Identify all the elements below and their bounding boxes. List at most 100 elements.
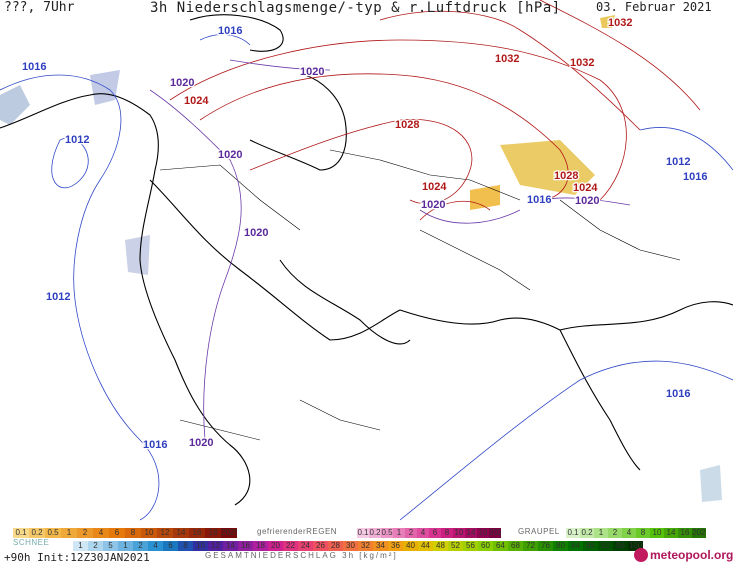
legend-swatch: 2	[133, 541, 148, 551]
legend-swatch: 1	[118, 541, 133, 551]
legend-swatch: 14	[465, 528, 477, 538]
legend-swatch: 1	[61, 528, 77, 538]
legend-swatch: 0.1	[357, 528, 369, 538]
legend-swatch: 12	[157, 528, 173, 538]
legend-swatch: 16	[238, 541, 253, 551]
legend-freezing: 0.10.20.5124681014162025+	[357, 527, 501, 539]
isobar-label: 1016	[683, 171, 707, 183]
coastlines	[0, 14, 733, 506]
legend-swatch: 10	[141, 528, 157, 538]
legend-swatch: 2025+	[692, 528, 706, 538]
legend-swatch: 16	[189, 528, 205, 538]
legend-swatch: 10	[453, 528, 465, 538]
legend-swatch: 52	[448, 541, 463, 551]
legend-swatch: 4	[417, 528, 429, 538]
legend-swatch: 68	[508, 541, 523, 551]
legend-swatch: 100	[628, 541, 643, 551]
legend-swatch: 10	[193, 541, 208, 551]
brand-icon	[634, 548, 648, 562]
isobar-label: 1032	[495, 53, 519, 65]
brand-logo[interactable]: meteopool.org	[634, 548, 733, 562]
legend-swatch: 28	[328, 541, 343, 551]
legend-swatch: 6	[163, 541, 178, 551]
legend-swatch: 2	[88, 541, 103, 551]
isobar-label: 1016	[218, 25, 242, 37]
isobar-label: 1024	[422, 181, 447, 193]
isobar-label: 1012	[65, 134, 89, 146]
legend-swatch: 8	[636, 528, 650, 538]
isobar-label: 1016	[666, 388, 690, 400]
isobar-label: 1020	[575, 195, 599, 207]
legend-swatch: 36	[388, 541, 403, 551]
legend-swatch: 22	[283, 541, 298, 551]
legend-swatch: 34	[373, 541, 388, 551]
forecast-date: 03. Februar 2021	[596, 0, 712, 14]
legend-total: 1 2 5 1 2 4 6 8 10 12 14 16 18 20 22 24 26 28 30 32 34 36 40 44…	[73, 540, 643, 552]
legend-swatch: 56	[463, 541, 478, 551]
legend-swatch: 72	[523, 541, 538, 551]
isobar-label: 1028	[395, 119, 419, 131]
legend-swatch: 14	[223, 541, 238, 551]
isobar-label: 1020	[170, 77, 194, 89]
isobar-label: 1024	[184, 95, 209, 107]
legend-graupel: 0.10.212481014162025+	[566, 527, 706, 539]
legend-swatch: 2	[77, 528, 93, 538]
legend-swatch: 2	[405, 528, 417, 538]
legend-swatch: 6	[109, 528, 125, 538]
legend-swatch: 76	[538, 541, 553, 551]
brand-text: meteopool.org	[650, 548, 733, 562]
isobar-label: 1020	[421, 199, 445, 211]
legend-swatch: 16	[678, 528, 692, 538]
forecast-time: ???, 7Uhr	[4, 0, 75, 15]
legend-swatch: 30	[343, 541, 358, 551]
legend-swatch: 0.5	[45, 528, 61, 538]
legend-swatch: 20	[268, 541, 283, 551]
precip-areas	[0, 15, 722, 502]
legend-swatch: 2025+	[489, 528, 501, 538]
legend-swatch: 44	[418, 541, 433, 551]
isobars-high	[169, 0, 701, 221]
legend-swatch: 4	[622, 528, 636, 538]
legend-swatch: 16	[477, 528, 489, 538]
map-title: 3h Niederschlagsmenge/-typ & r.Luftdruck…	[150, 0, 561, 16]
borders	[159, 149, 681, 441]
legend-swatch: 92	[598, 541, 613, 551]
isobar-label: 1028	[554, 170, 578, 182]
legend-swatch: 4	[93, 528, 109, 538]
legend-swatch: 96	[613, 541, 628, 551]
legend-total-title: GESAMTNIEDERSCHLAG 3h [kg/m²]	[205, 551, 398, 560]
legend-swatch: 18	[253, 541, 268, 551]
isobar-label: 1016	[143, 439, 167, 451]
legend-swatch: 24	[298, 541, 313, 551]
isobar-label: 1024	[573, 182, 598, 194]
legend-swatch: 18	[205, 528, 221, 538]
isobar-label: 1032	[570, 57, 594, 69]
legend-swatch: 6	[429, 528, 441, 538]
legend-swatch: 8	[441, 528, 453, 538]
legend-swatch: 80	[553, 541, 568, 551]
legend-swatch: 4	[148, 541, 163, 551]
isobar-label: 1016	[22, 61, 46, 73]
legend-graupel-title: GRAUPEL	[518, 527, 560, 536]
legend-swatch: 8	[178, 541, 193, 551]
isobar-label: 1032	[608, 17, 632, 29]
legend-swatch: 60	[478, 541, 493, 551]
isobars-low	[0, 34, 733, 521]
legend-swatch: 48	[433, 541, 448, 551]
legend-swatch: 84	[568, 541, 583, 551]
isobar-label: 1020	[189, 437, 213, 449]
legend-swatch: 40	[403, 541, 418, 551]
legend-swatch: 2	[608, 528, 622, 538]
legend-swatch: 0.2	[29, 528, 45, 538]
isobar-label: 1020	[218, 149, 242, 161]
legend-swatch: 26	[313, 541, 328, 551]
legend-swatch: 0.2	[369, 528, 381, 538]
isobar-label: 1016	[527, 194, 551, 206]
legend-swatch: 10	[650, 528, 664, 538]
legend-swatch: 14	[173, 528, 189, 538]
legend-swatch: 1	[594, 528, 608, 538]
isobar-labels: 1016101610121020102410201020102010121028…	[21, 16, 709, 453]
isobar-label: 1012	[666, 156, 690, 168]
isobars-mid	[149, 59, 631, 441]
